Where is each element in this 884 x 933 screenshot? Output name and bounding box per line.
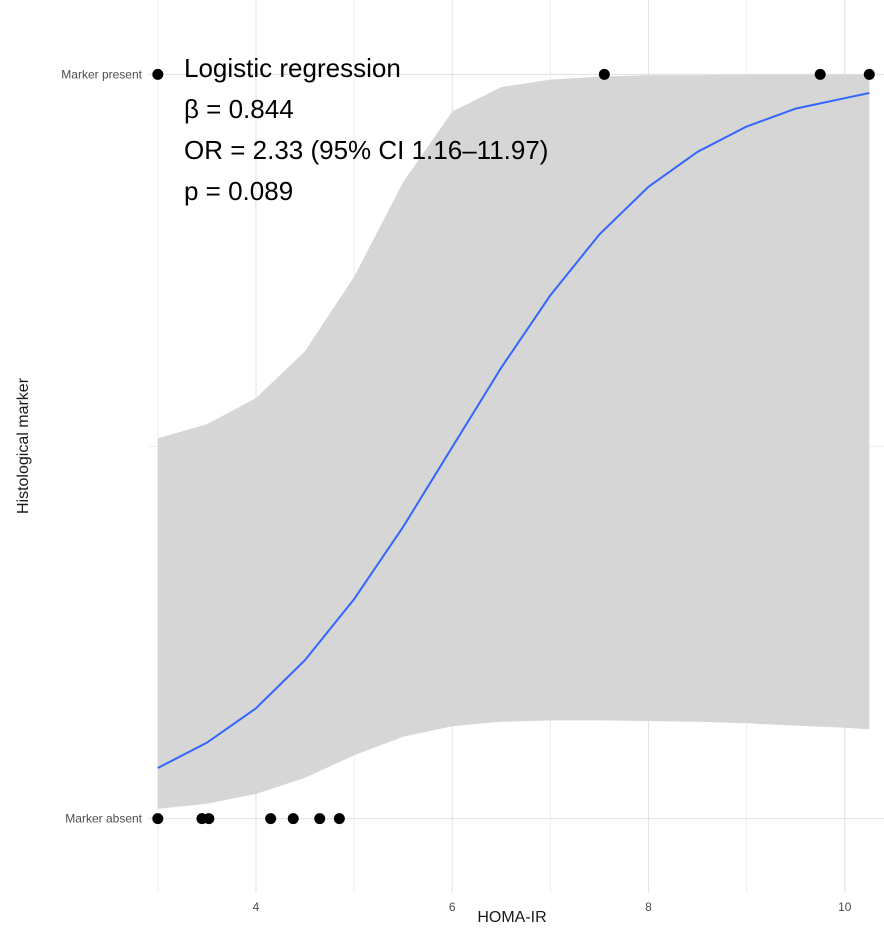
fitted-logistic-curve <box>157 92 870 769</box>
band-layer <box>157 74 870 809</box>
data-point <box>863 68 875 80</box>
data-point <box>152 68 164 80</box>
annotation-line: Logistic regression <box>184 53 401 83</box>
y-tick-label: Marker present <box>61 67 142 81</box>
confidence-band <box>157 74 870 809</box>
data-point <box>287 813 299 825</box>
x-tick-label: 10 <box>838 900 852 914</box>
tick-layer: 4 6 8 10 Marker absent Marker present <box>61 67 851 914</box>
data-point <box>203 813 215 825</box>
annotation-line: OR = 2.33 (95% CI 1.16–11.97) <box>184 135 548 165</box>
annotation-layer: Logistic regression β = 0.844 OR = 2.33 (9… <box>184 53 548 206</box>
y-tick-label: Marker absent <box>65 812 142 826</box>
data-point <box>814 68 826 80</box>
data-point <box>314 813 326 825</box>
data-point <box>333 813 345 825</box>
x-axis-title: HOMA-IR <box>477 909 546 926</box>
annotation-line: p = 0.089 <box>184 176 293 206</box>
x-tick-label: 8 <box>645 900 652 914</box>
data-point <box>598 68 610 80</box>
x-tick-label: 6 <box>449 900 456 914</box>
line-layer <box>157 92 870 769</box>
point-layer <box>152 68 875 825</box>
data-point <box>265 813 277 825</box>
annotation-line: β = 0.844 <box>184 94 294 124</box>
x-tick-label: 4 <box>253 900 260 914</box>
data-point <box>152 813 164 825</box>
y-axis-title: Histological marker <box>15 377 32 514</box>
